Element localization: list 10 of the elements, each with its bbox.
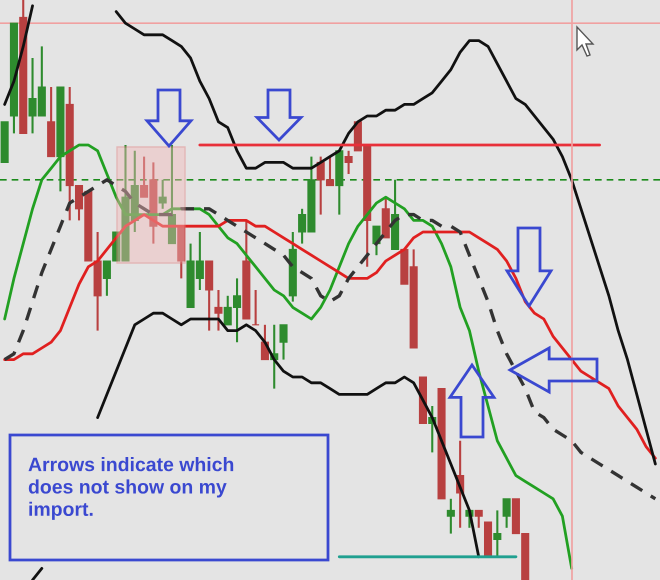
candlestick [493, 509, 502, 558]
candlestick [502, 498, 511, 529]
candlestick [158, 178, 167, 210]
candlestick [279, 324, 288, 361]
candlestick [474, 509, 483, 529]
candlestick [344, 150, 353, 176]
candlestick [252, 288, 260, 326]
candlestick [214, 288, 222, 332]
candlestick [446, 498, 455, 535]
annotation: Arrows indicate which does not show on my import. [28, 457, 234, 520]
